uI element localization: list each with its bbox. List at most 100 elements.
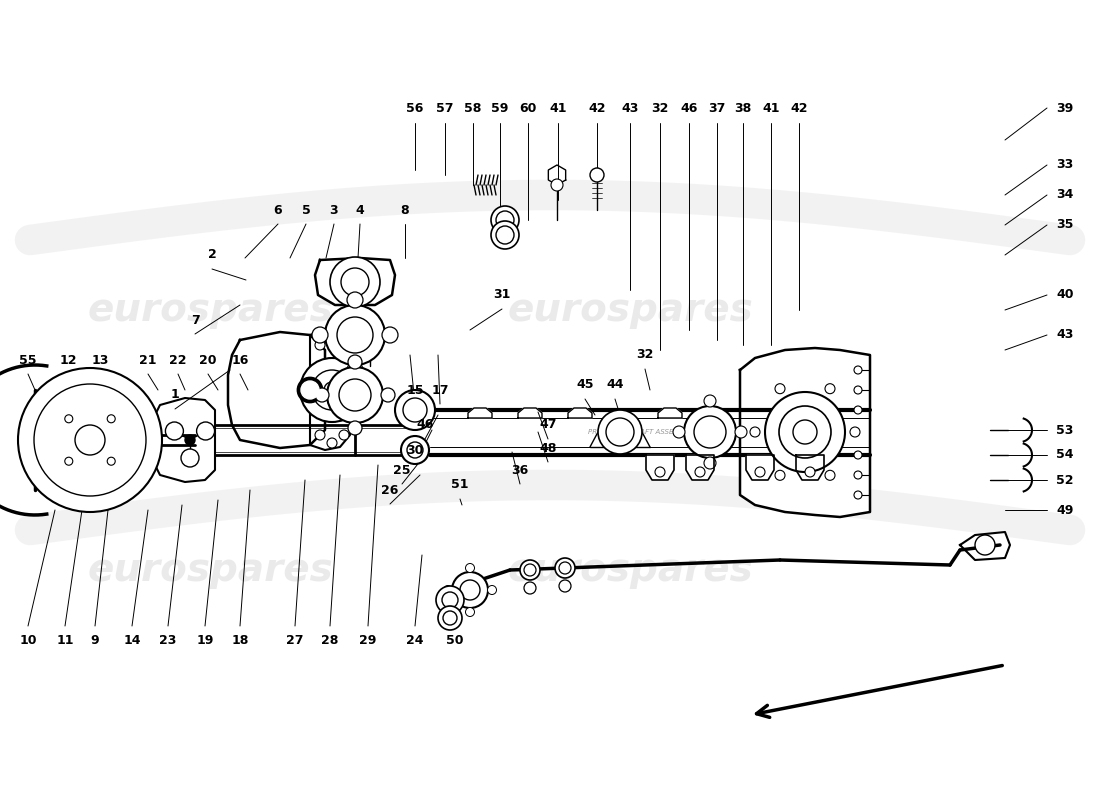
Text: 39: 39 [1056, 102, 1074, 114]
Circle shape [312, 370, 352, 410]
Circle shape [403, 398, 427, 422]
Text: 37: 37 [708, 102, 726, 114]
Text: 26: 26 [382, 483, 398, 497]
Polygon shape [310, 330, 350, 450]
Circle shape [764, 392, 845, 472]
Text: 36: 36 [512, 463, 529, 477]
Text: eurospares: eurospares [507, 291, 752, 329]
Text: 42: 42 [790, 102, 807, 114]
Circle shape [551, 179, 563, 191]
Circle shape [65, 414, 73, 422]
Text: 3: 3 [330, 203, 339, 217]
Text: 15: 15 [406, 383, 424, 397]
Text: 53: 53 [1056, 423, 1074, 437]
Circle shape [185, 435, 195, 445]
Circle shape [324, 382, 340, 398]
Circle shape [975, 535, 996, 555]
Circle shape [776, 384, 785, 394]
Circle shape [854, 406, 862, 414]
Circle shape [704, 395, 716, 407]
Circle shape [524, 582, 536, 594]
Circle shape [606, 418, 634, 446]
Text: 38: 38 [735, 102, 751, 114]
Circle shape [298, 378, 322, 402]
Text: 17: 17 [431, 383, 449, 397]
Text: 48: 48 [539, 442, 557, 454]
Circle shape [324, 305, 385, 365]
Circle shape [556, 558, 575, 578]
Text: 44: 44 [606, 378, 624, 391]
Polygon shape [468, 408, 492, 418]
Circle shape [854, 386, 862, 394]
Circle shape [735, 426, 747, 438]
Circle shape [854, 366, 862, 374]
Circle shape [793, 420, 817, 444]
Circle shape [436, 586, 464, 614]
Circle shape [854, 471, 862, 479]
Text: PROPELLER SHAFT ASSEMBLY: PROPELLER SHAFT ASSEMBLY [588, 429, 692, 435]
Text: 8: 8 [400, 203, 409, 217]
Circle shape [598, 410, 642, 454]
Circle shape [315, 340, 324, 350]
Circle shape [339, 340, 349, 350]
Text: 19: 19 [196, 634, 213, 646]
Text: 25: 25 [394, 463, 410, 477]
Circle shape [382, 327, 398, 343]
Circle shape [496, 211, 514, 229]
Polygon shape [686, 455, 714, 480]
Circle shape [34, 384, 146, 496]
Text: 42: 42 [588, 102, 606, 114]
Circle shape [695, 467, 705, 477]
Circle shape [755, 467, 764, 477]
Circle shape [107, 458, 116, 466]
Circle shape [524, 564, 536, 576]
Circle shape [341, 268, 368, 296]
Circle shape [465, 607, 474, 617]
Text: 12: 12 [59, 354, 77, 366]
Text: 49: 49 [1056, 503, 1074, 517]
Text: 59: 59 [492, 102, 508, 114]
Circle shape [779, 406, 830, 458]
Text: 5: 5 [301, 203, 310, 217]
Polygon shape [646, 455, 674, 480]
Text: 29: 29 [360, 634, 376, 646]
Text: 57: 57 [437, 102, 453, 114]
Circle shape [491, 206, 519, 234]
Circle shape [339, 379, 371, 411]
Text: 11: 11 [56, 634, 74, 646]
Text: 6: 6 [274, 203, 283, 217]
Circle shape [559, 580, 571, 592]
Circle shape [854, 451, 862, 459]
Polygon shape [518, 408, 542, 418]
Text: 41: 41 [762, 102, 780, 114]
Circle shape [684, 406, 736, 458]
Text: 32: 32 [636, 349, 653, 362]
Circle shape [460, 580, 480, 600]
Circle shape [65, 458, 73, 466]
Text: 2: 2 [208, 249, 217, 262]
Circle shape [312, 327, 328, 343]
Circle shape [465, 563, 474, 573]
Text: 4: 4 [355, 203, 364, 217]
Text: 10: 10 [20, 634, 36, 646]
Text: eurospares: eurospares [507, 551, 752, 589]
Circle shape [442, 592, 458, 608]
Circle shape [590, 168, 604, 182]
Circle shape [559, 562, 571, 574]
Text: 13: 13 [91, 354, 109, 366]
Text: 14: 14 [123, 634, 141, 646]
Text: 43: 43 [621, 102, 639, 114]
Text: eurospares: eurospares [87, 291, 333, 329]
Text: 55: 55 [20, 354, 36, 366]
Text: 50: 50 [447, 634, 464, 646]
Text: 41: 41 [549, 102, 566, 114]
Text: 21: 21 [140, 354, 156, 366]
Text: 34: 34 [1056, 189, 1074, 202]
Text: eurospares: eurospares [87, 551, 333, 589]
Circle shape [805, 467, 815, 477]
Circle shape [443, 586, 452, 594]
Text: 7: 7 [190, 314, 199, 326]
Circle shape [673, 426, 685, 438]
Circle shape [694, 416, 726, 448]
Circle shape [330, 257, 380, 307]
